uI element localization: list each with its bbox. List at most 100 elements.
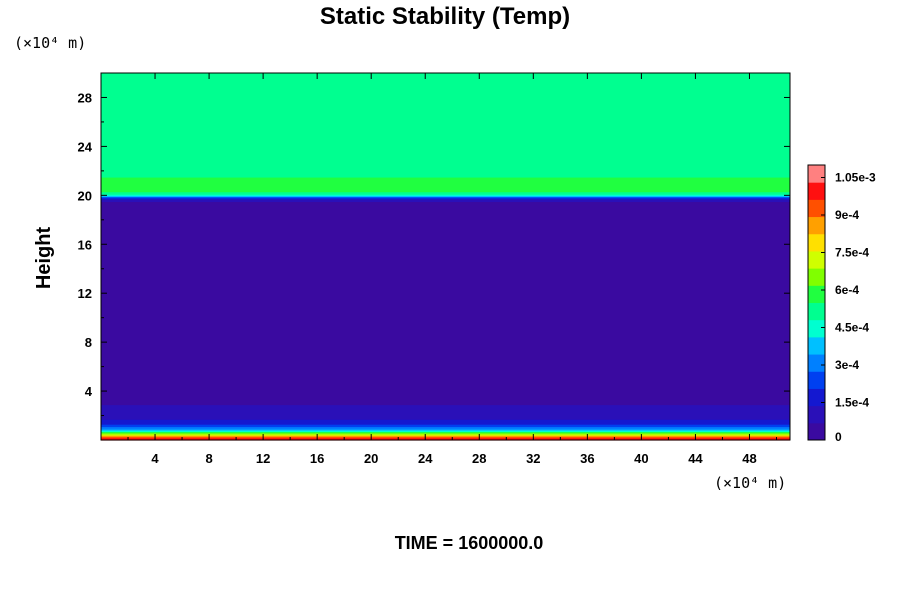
heatmap-band [101,235,790,238]
heatmap-band [101,256,790,259]
heatmap-band [101,95,790,97]
heatmap-band [101,108,790,111]
heatmap-band [101,381,790,384]
heatmap-band [101,343,790,346]
heatmap-band [101,222,790,225]
heatmap-band [101,285,790,288]
y-tick-label: 4 [85,384,93,399]
heatmap-band [101,432,790,435]
heatmap-band [101,75,790,78]
heatmap-band [101,397,790,400]
heatmap-band [101,430,790,433]
heatmap-band [101,139,790,141]
heatmap-band [101,194,790,196]
heatmap-band [101,265,790,267]
colorbar-tick-label: 4.5e-4 [835,321,869,335]
heatmap-band [101,250,790,253]
heatmap-band [101,282,790,285]
y-tick-label: 16 [78,237,92,252]
heatmap-field [101,73,790,441]
heatmap-band [101,328,790,331]
heatmap-band [101,206,790,209]
heatmap-band [101,302,790,305]
heatmap-band [101,157,790,160]
heatmap-band [101,260,790,262]
heatmap-band [101,327,790,330]
heatmap-band [101,337,790,340]
heatmap-band [101,96,790,99]
heatmap-band [101,268,790,271]
heatmap-band [101,225,790,228]
heatmap-band [101,117,790,119]
heatmap-band [101,395,790,398]
heatmap-band [101,142,790,145]
heatmap-band [101,154,790,157]
heatmap-band [101,364,790,366]
heatmap-band [101,339,790,342]
heatmap-band [101,152,790,155]
heatmap-band [101,267,790,270]
heatmap-band [101,266,790,269]
heatmap-band [101,377,790,380]
heatmap-band [101,115,790,118]
heatmap-band [101,349,790,352]
heatmap-band [101,163,790,166]
heatmap-band [101,332,790,335]
heatmap-band [101,145,790,147]
heatmap-band [101,389,790,392]
heatmap-band [101,77,790,80]
heatmap-band [101,159,790,162]
heatmap-band [101,428,790,431]
heatmap-band [101,293,790,296]
heatmap-band [101,320,790,322]
heatmap-band [101,426,790,429]
heatmap-band [101,380,790,382]
heatmap-band [101,420,790,423]
heatmap-band [101,189,790,192]
heatmap-band [101,191,790,194]
heatmap-band [101,411,790,414]
heatmap-band [101,305,790,308]
heatmap-band [101,181,790,184]
heatmap-band [101,143,790,146]
heatmap-band [101,239,790,242]
heatmap-band [101,369,790,371]
heatmap-band [101,355,790,358]
y-tick-label: 28 [78,90,92,105]
colorbar-swatch [808,302,825,321]
heatmap-band [101,278,790,281]
heatmap-band [101,391,790,393]
heatmap-band [101,334,790,337]
heatmap-band [101,221,790,223]
heatmap-band [101,262,790,265]
heatmap-band [101,74,790,77]
heatmap-band [101,236,790,239]
heatmap-band [101,254,790,256]
heatmap-band [101,313,790,316]
heatmap-band [101,436,790,439]
heatmap-band [101,106,790,108]
heatmap-band [101,269,790,272]
heatmap-band [101,336,790,338]
heatmap-band [101,197,790,200]
heatmap-band [101,132,790,135]
heatmap-band [101,86,790,89]
heatmap-band [101,167,790,170]
heatmap-band [101,136,790,139]
heatmap-band [101,255,790,258]
heatmap-band [101,124,790,127]
heatmap-band [101,431,790,434]
heatmap-band [101,325,790,327]
y-tick-label: 8 [85,335,92,350]
heatmap-band [101,107,790,110]
heatmap-band [101,347,790,349]
heatmap-band [101,151,790,154]
heatmap-band [101,386,790,388]
heatmap-band [101,361,790,364]
heatmap-band [101,162,790,165]
heatmap-band [101,290,790,293]
heatmap-band [101,183,790,185]
heatmap-band [101,233,790,236]
heatmap-band [101,211,790,214]
